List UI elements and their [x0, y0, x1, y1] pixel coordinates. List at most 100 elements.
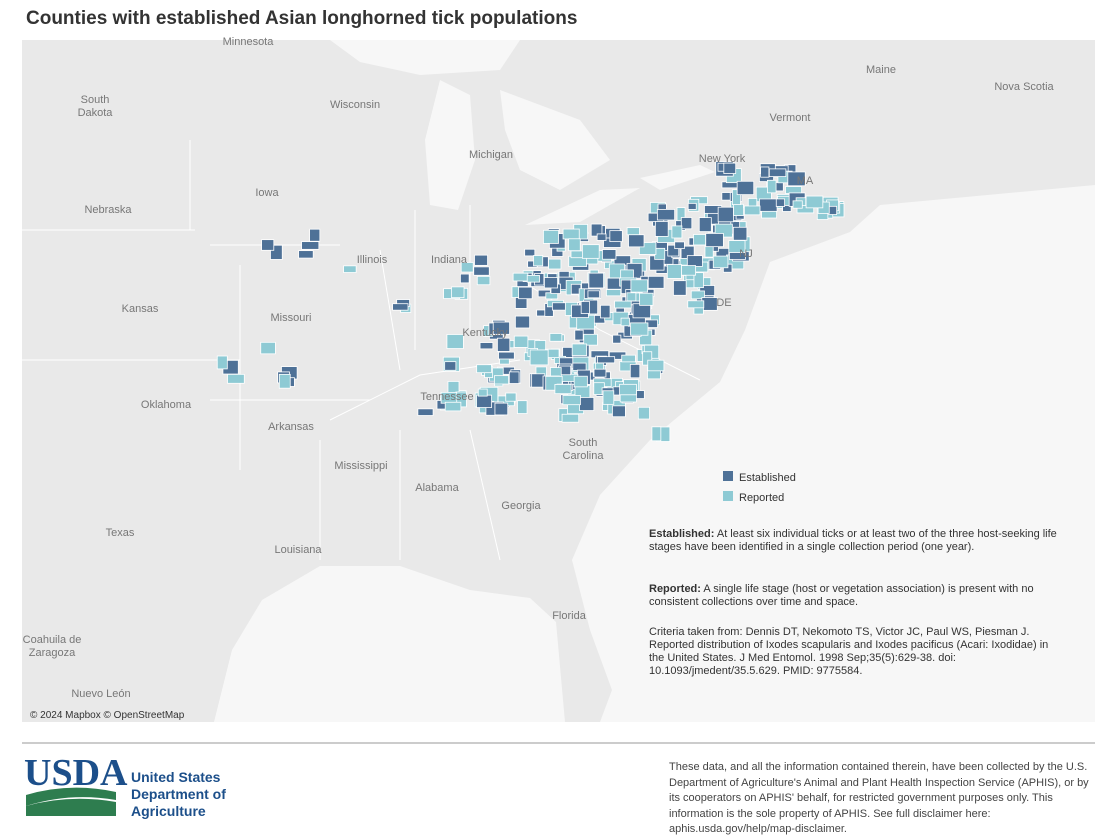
county [476, 394, 492, 408]
county [775, 198, 785, 207]
county [667, 244, 680, 257]
county [638, 242, 657, 255]
label-line: Kansas [122, 303, 159, 315]
county [759, 198, 778, 212]
label-line: Dakota [78, 107, 114, 119]
county [543, 229, 559, 244]
place-label: NJ [739, 248, 752, 260]
county [729, 252, 746, 260]
county [732, 226, 748, 241]
label-line: Minnesota [223, 36, 275, 48]
lake-michigan [425, 80, 475, 210]
county [583, 333, 598, 346]
county [417, 408, 434, 416]
county [561, 413, 580, 423]
county [736, 180, 755, 196]
county [548, 258, 562, 270]
note-criteria: Criteria taken from: Dennis DT, Nekomoto… [649, 626, 1049, 677]
county [476, 275, 491, 286]
county [639, 292, 654, 306]
county [260, 341, 276, 355]
county [473, 266, 490, 276]
county [497, 337, 511, 352]
label-line: Nuevo León [71, 688, 130, 700]
county [651, 426, 662, 442]
county [492, 321, 510, 335]
county [687, 202, 697, 210]
label-line: Alabama [415, 482, 459, 494]
place-label: New York [699, 153, 746, 165]
ocean [572, 185, 1095, 722]
county [792, 200, 803, 209]
county [278, 373, 291, 389]
county [571, 343, 588, 356]
county [674, 241, 685, 250]
label-line: South [81, 94, 110, 106]
county [451, 286, 465, 299]
label-line: Louisiana [274, 544, 322, 556]
place-label: Nova Scotia [994, 81, 1054, 93]
county [621, 354, 636, 363]
label-line: DE [716, 297, 731, 309]
place-label: Maine [866, 64, 896, 76]
place-label: Wisconsin [330, 99, 380, 111]
place-label: Texas [106, 527, 135, 539]
county [446, 334, 464, 349]
lake-ontario [640, 165, 715, 190]
place-label: Nebraska [84, 204, 132, 216]
county [637, 406, 650, 420]
county [588, 272, 604, 289]
county [460, 262, 474, 273]
county [572, 362, 587, 371]
lake-erie [525, 188, 640, 225]
county [698, 217, 712, 232]
county [573, 375, 588, 388]
label-line: Wisconsin [330, 99, 380, 111]
place-label: Michigan [469, 149, 513, 161]
county [392, 303, 409, 311]
county [543, 277, 558, 289]
label-line: Nova Scotia [994, 81, 1054, 93]
county [270, 244, 283, 260]
label-line: MA [797, 175, 814, 187]
agency-line: Department of [131, 786, 226, 802]
county [733, 203, 744, 216]
county [512, 272, 529, 282]
label-line: Zaragoza [29, 647, 76, 659]
county [686, 255, 703, 267]
note-text: At least six individual ticks or at leas… [649, 528, 1057, 553]
label-line: Indiana [431, 254, 468, 266]
county [666, 264, 682, 279]
place-label: Mississippi [334, 460, 387, 472]
county [671, 225, 683, 239]
county [580, 301, 590, 314]
county [513, 335, 529, 348]
county [524, 248, 536, 257]
county [609, 230, 623, 243]
label-line: Florida [552, 610, 587, 622]
county [476, 364, 492, 374]
county [477, 388, 488, 397]
county [619, 383, 637, 396]
place-label: South Carolina [563, 437, 605, 462]
county [460, 273, 470, 284]
county [647, 275, 665, 289]
agency-name: United States Department of Agriculture [131, 769, 226, 820]
county [579, 397, 595, 411]
county [587, 290, 600, 299]
county [596, 233, 607, 241]
county [593, 368, 607, 378]
label-line: Mississippi [334, 460, 387, 472]
county [612, 334, 622, 344]
county [693, 234, 706, 246]
gulf [214, 566, 565, 722]
county [517, 400, 528, 414]
county [785, 186, 802, 194]
place-label: Kentucky [462, 327, 508, 339]
county [629, 364, 641, 379]
label-line: Nebraska [84, 204, 132, 216]
county [620, 317, 630, 327]
county [526, 274, 540, 283]
